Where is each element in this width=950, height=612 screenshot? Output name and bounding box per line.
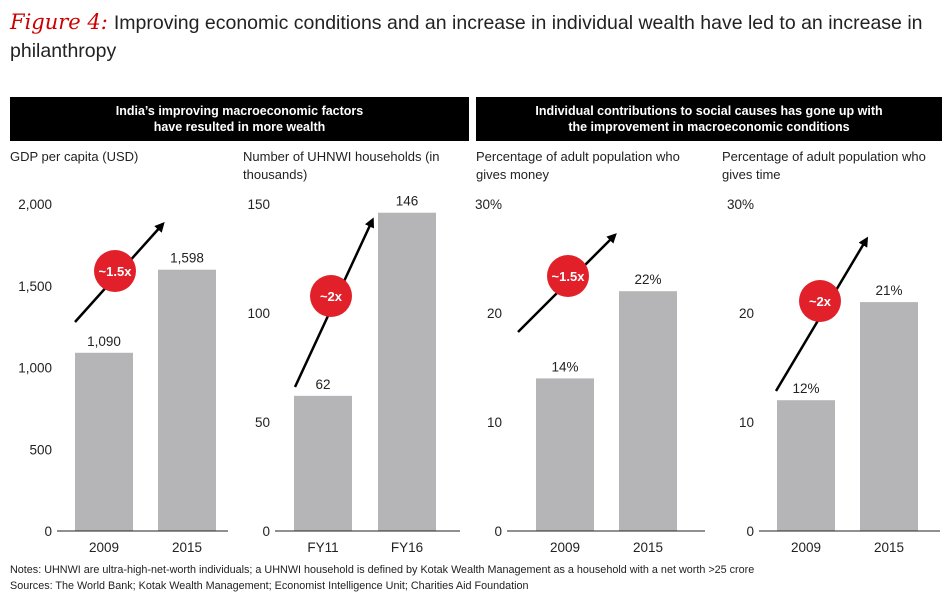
y-tick-label: 1,000 [18, 361, 52, 376]
bar [158, 269, 216, 531]
panel-2-title: Number of UHNWI households (in thousands… [243, 149, 440, 182]
y-tick-label: 20 [739, 306, 754, 321]
bar [75, 352, 133, 531]
banner-left-line-1: India’s improving macroeconomic factors [115, 104, 364, 118]
growth-badge [799, 280, 841, 322]
sources-line: Sources: The World Bank; Kotak Wealth Ma… [10, 580, 529, 592]
y-tick-label: 150 [247, 197, 270, 212]
y-tick-label: 10 [487, 415, 502, 430]
data-label: 21% [875, 283, 902, 298]
growth-badge [547, 255, 589, 297]
bar [619, 291, 677, 531]
x-tick-label: 2009 [791, 540, 821, 555]
x-tick-label: 2015 [172, 540, 202, 555]
y-tick-label: 20 [487, 306, 502, 321]
bar-charts: 05001,0001,5002,0001,09020091,5982015~1.… [18, 194, 940, 555]
y-tick-label: 1,500 [18, 279, 52, 294]
data-label: 12% [792, 381, 819, 396]
panel-4-title: Percentage of adult population who gives… [722, 149, 926, 182]
x-tick-label: 2009 [89, 540, 119, 555]
panel-3-title: Percentage of adult population who gives… [476, 149, 680, 182]
x-tick-label: FY16 [391, 540, 423, 555]
data-label: 14% [551, 359, 578, 374]
banner-left-line-2: have resulted in more wealth [153, 120, 326, 134]
figure-label: Figure 4: [10, 10, 108, 34]
data-label: 22% [634, 272, 661, 287]
y-tick-label: 500 [29, 442, 52, 457]
banner-right-line-2: the improvement in macroeconomic conditi… [568, 120, 850, 134]
y-tick-label: 0 [44, 524, 52, 539]
bar [777, 400, 835, 531]
bar [860, 302, 918, 531]
growth-badge-label: ~1.5x [99, 264, 133, 279]
data-label: 146 [396, 194, 419, 209]
growth-badge-label: ~1.5x [552, 269, 586, 284]
growth-badge [94, 250, 136, 292]
x-tick-label: 2009 [550, 540, 580, 555]
data-label: 1,090 [87, 334, 121, 349]
x-tick-label: 2015 [633, 540, 663, 555]
banner-right-line-1: Individual contributions to social cause… [535, 104, 883, 118]
growth-badge-label: ~2x [320, 289, 343, 304]
y-tick-label: 0 [262, 524, 270, 539]
figure-title: Figure 4: Improving economic conditions a… [10, 8, 940, 65]
y-tick-label: 100 [247, 306, 270, 321]
y-tick-label: 0 [746, 524, 754, 539]
y-tick-label: 50 [255, 415, 270, 430]
banner-left: India’s improving macroeconomic factors … [10, 97, 469, 141]
data-label: 62 [315, 377, 330, 392]
bar [294, 395, 352, 531]
data-label: 1,598 [170, 251, 204, 266]
y-tick-label: 0 [494, 524, 502, 539]
bar [378, 212, 436, 531]
y-tick-label: 2,000 [18, 197, 52, 212]
y-tick-label: 30% [475, 197, 502, 212]
x-tick-label: FY11 [307, 540, 338, 555]
panel-1-title: GDP per capita (USD) [10, 149, 139, 164]
growth-badge [310, 275, 352, 317]
bar [536, 378, 594, 531]
figure-title-text: Improving economic conditions and an inc… [10, 12, 923, 62]
banner-right: Individual contributions to social cause… [476, 97, 942, 141]
notes-line: Notes: UHNWI are ultra-high-net-worth in… [10, 564, 755, 576]
notes: Notes: UHNWI are ultra-high-net-worth in… [10, 562, 754, 594]
growth-badge-label: ~2x [809, 294, 832, 309]
x-tick-label: 2015 [874, 540, 904, 555]
y-tick-label: 10 [739, 415, 754, 430]
y-tick-label: 30% [727, 197, 754, 212]
